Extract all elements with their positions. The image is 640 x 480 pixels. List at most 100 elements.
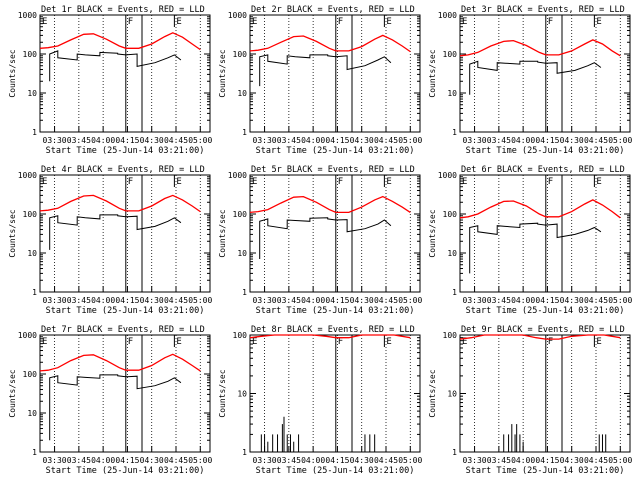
event-marker-label: E bbox=[42, 17, 47, 27]
x-tick-label: 03:30 bbox=[463, 456, 487, 465]
x-tick-label: 04:30 bbox=[560, 456, 584, 465]
event-marker-label: E bbox=[462, 177, 467, 187]
event-marker-label: F bbox=[338, 177, 343, 187]
x-tick-label: 04:00 bbox=[511, 456, 535, 465]
x-tick-label: 03:45 bbox=[277, 456, 301, 465]
x-tick-label: 03:30 bbox=[463, 296, 487, 305]
y-axis-label: Counts/sec bbox=[428, 209, 437, 257]
y-axis-label: Counts/sec bbox=[8, 49, 17, 97]
x-tick-label: 05:00 bbox=[608, 296, 632, 305]
x-tick-label: 04:15 bbox=[115, 136, 139, 145]
x-axis-label: Start Time (25-Jun-14 03:21:00) bbox=[46, 146, 205, 156]
x-tick-label: 04:30 bbox=[350, 296, 374, 305]
lld-series-line bbox=[459, 39, 621, 57]
x-tick-label: 05:00 bbox=[398, 296, 422, 305]
y-tick-label: 10 bbox=[237, 89, 247, 98]
y-tick-label: 1 bbox=[32, 288, 37, 297]
x-tick-label: 03:30 bbox=[253, 136, 277, 145]
lld-series-line bbox=[39, 353, 201, 372]
flare-interval bbox=[545, 14, 563, 133]
x-tick-label: 03:30 bbox=[463, 136, 487, 145]
y-tick-label: 1 bbox=[32, 448, 37, 457]
lld-series-line bbox=[249, 195, 411, 214]
y-tick-label: 1 bbox=[242, 288, 247, 297]
x-tick-label: 04:15 bbox=[115, 296, 139, 305]
x-tick-label: 04:15 bbox=[115, 456, 139, 465]
panel-title: Det 1r BLACK = Events, RED = LLD bbox=[41, 5, 205, 15]
x-tick-label: 04:15 bbox=[535, 456, 559, 465]
x-tick-label: 04:15 bbox=[325, 296, 349, 305]
x-axis-label: Start Time (25-Jun-14 03:21:00) bbox=[46, 466, 205, 476]
plot-frame bbox=[39, 334, 211, 453]
x-tick-label: 04:45 bbox=[164, 136, 188, 145]
plot-frame bbox=[249, 334, 421, 453]
y-tick-label: 10 bbox=[237, 390, 247, 399]
x-axis-label: Start Time (25-Jun-14 03:21:00) bbox=[466, 466, 625, 476]
x-tick-label: 04:45 bbox=[584, 296, 608, 305]
x-axis-label: Start Time (25-Jun-14 03:21:00) bbox=[466, 306, 625, 316]
event-marker-label: E bbox=[462, 337, 467, 347]
panel-det-5r: Det 5r BLACK = Events, RED = LLD 1 10 100 10… bbox=[218, 165, 423, 316]
y-tick-label: 100 bbox=[23, 50, 38, 59]
event-marker-label: E bbox=[42, 177, 47, 187]
y-tick-label: 1 bbox=[242, 128, 247, 137]
event-marker-label: F bbox=[338, 337, 343, 347]
panel-det-1r: Det 1r BLACK = Events, RED = LLD 1 10 100 10… bbox=[8, 5, 213, 156]
plot-frame bbox=[459, 14, 631, 133]
y-axis-label: Counts/sec bbox=[218, 209, 227, 257]
panel-title: Det 3r BLACK = Events, RED = LLD bbox=[461, 5, 625, 15]
x-tick-label: 04:00 bbox=[511, 296, 535, 305]
y-tick-label: 10 bbox=[447, 390, 457, 399]
x-tick-label: 05:00 bbox=[398, 456, 422, 465]
plot-frame bbox=[249, 174, 421, 293]
event-marker-label: E bbox=[176, 17, 181, 27]
panel-title: Det 7r BLACK = Events, RED = LLD bbox=[41, 325, 205, 335]
panel-title: Det 2r BLACK = Events, RED = LLD bbox=[251, 5, 415, 15]
y-tick-label: 100 bbox=[233, 331, 248, 340]
x-tick-label: 04:00 bbox=[91, 136, 115, 145]
x-tick-label: 05:00 bbox=[188, 136, 212, 145]
y-tick-label: 1000 bbox=[438, 171, 457, 180]
x-tick-label: 04:15 bbox=[325, 456, 349, 465]
x-tick-label: 04:00 bbox=[91, 456, 115, 465]
x-tick-label: 05:00 bbox=[188, 456, 212, 465]
x-tick-label: 03:30 bbox=[43, 136, 67, 145]
y-tick-label: 10 bbox=[447, 89, 457, 98]
plot-frame bbox=[459, 174, 631, 293]
x-tick-label: 05:00 bbox=[188, 296, 212, 305]
x-axis-label: Start Time (25-Jun-14 03:21:00) bbox=[256, 466, 415, 476]
y-tick-label: 100 bbox=[23, 370, 38, 379]
event-marker-label: E bbox=[462, 17, 467, 27]
event-marker-label: F bbox=[128, 17, 133, 27]
panel-det-9r: Det 9r BLACK = Events, RED = LLD 1 10 100 03… bbox=[428, 325, 633, 476]
x-tick-label: 05:00 bbox=[608, 136, 632, 145]
x-tick-label: 05:00 bbox=[398, 136, 422, 145]
events-series-line bbox=[49, 374, 182, 441]
x-tick-label: 04:45 bbox=[374, 456, 398, 465]
events-series-line bbox=[49, 50, 182, 82]
panel-title: Det 4r BLACK = Events, RED = LLD bbox=[41, 165, 205, 175]
x-tick-label: 03:45 bbox=[277, 296, 301, 305]
plot-frame bbox=[39, 14, 211, 133]
y-tick-label: 10 bbox=[27, 89, 37, 98]
x-tick-label: 04:30 bbox=[140, 136, 164, 145]
y-tick-label: 1000 bbox=[18, 11, 37, 20]
y-axis-label: Counts/sec bbox=[218, 369, 227, 417]
y-axis-label: Counts/sec bbox=[8, 209, 17, 257]
flare-interval bbox=[545, 174, 563, 293]
panel-det-7r: Det 7r BLACK = Events, RED = LLD 1 10 100 10… bbox=[8, 325, 213, 476]
event-marker-label: E bbox=[252, 177, 257, 187]
x-tick-label: 04:00 bbox=[301, 136, 325, 145]
panel-det-3r: Det 3r BLACK = Events, RED = LLD 1 10 100 10… bbox=[428, 5, 633, 156]
lld-series-line bbox=[459, 334, 621, 340]
y-axis-label: Counts/sec bbox=[428, 369, 437, 417]
y-tick-label: 1 bbox=[452, 128, 457, 137]
event-marker-label: E bbox=[386, 337, 391, 347]
flare-interval bbox=[125, 174, 143, 293]
x-tick-label: 03:30 bbox=[253, 296, 277, 305]
y-tick-label: 1000 bbox=[228, 11, 247, 20]
x-tick-label: 05:00 bbox=[608, 456, 632, 465]
events-series-line bbox=[469, 60, 602, 95]
y-tick-label: 100 bbox=[443, 331, 458, 340]
lld-series-line bbox=[249, 34, 411, 53]
